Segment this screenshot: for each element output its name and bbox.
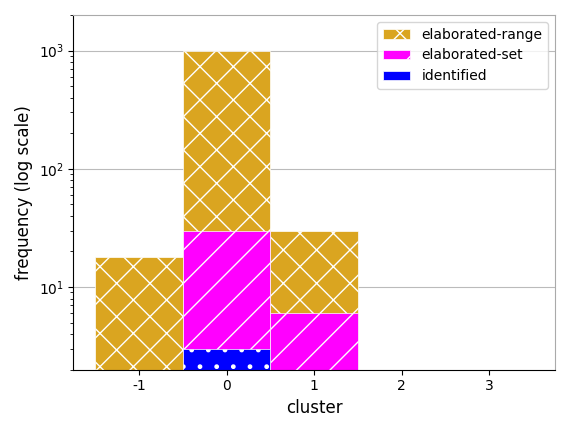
Bar bbox=[95, 257, 183, 370]
Bar bbox=[270, 313, 358, 370]
Bar bbox=[183, 51, 270, 370]
Y-axis label: frequency (log scale): frequency (log scale) bbox=[15, 105, 33, 280]
Bar bbox=[270, 231, 358, 370]
Bar bbox=[183, 231, 270, 370]
X-axis label: cluster: cluster bbox=[286, 399, 343, 417]
Legend: elaborated-range, elaborated-set, identified: elaborated-range, elaborated-set, identi… bbox=[377, 22, 548, 89]
Bar bbox=[183, 349, 270, 370]
